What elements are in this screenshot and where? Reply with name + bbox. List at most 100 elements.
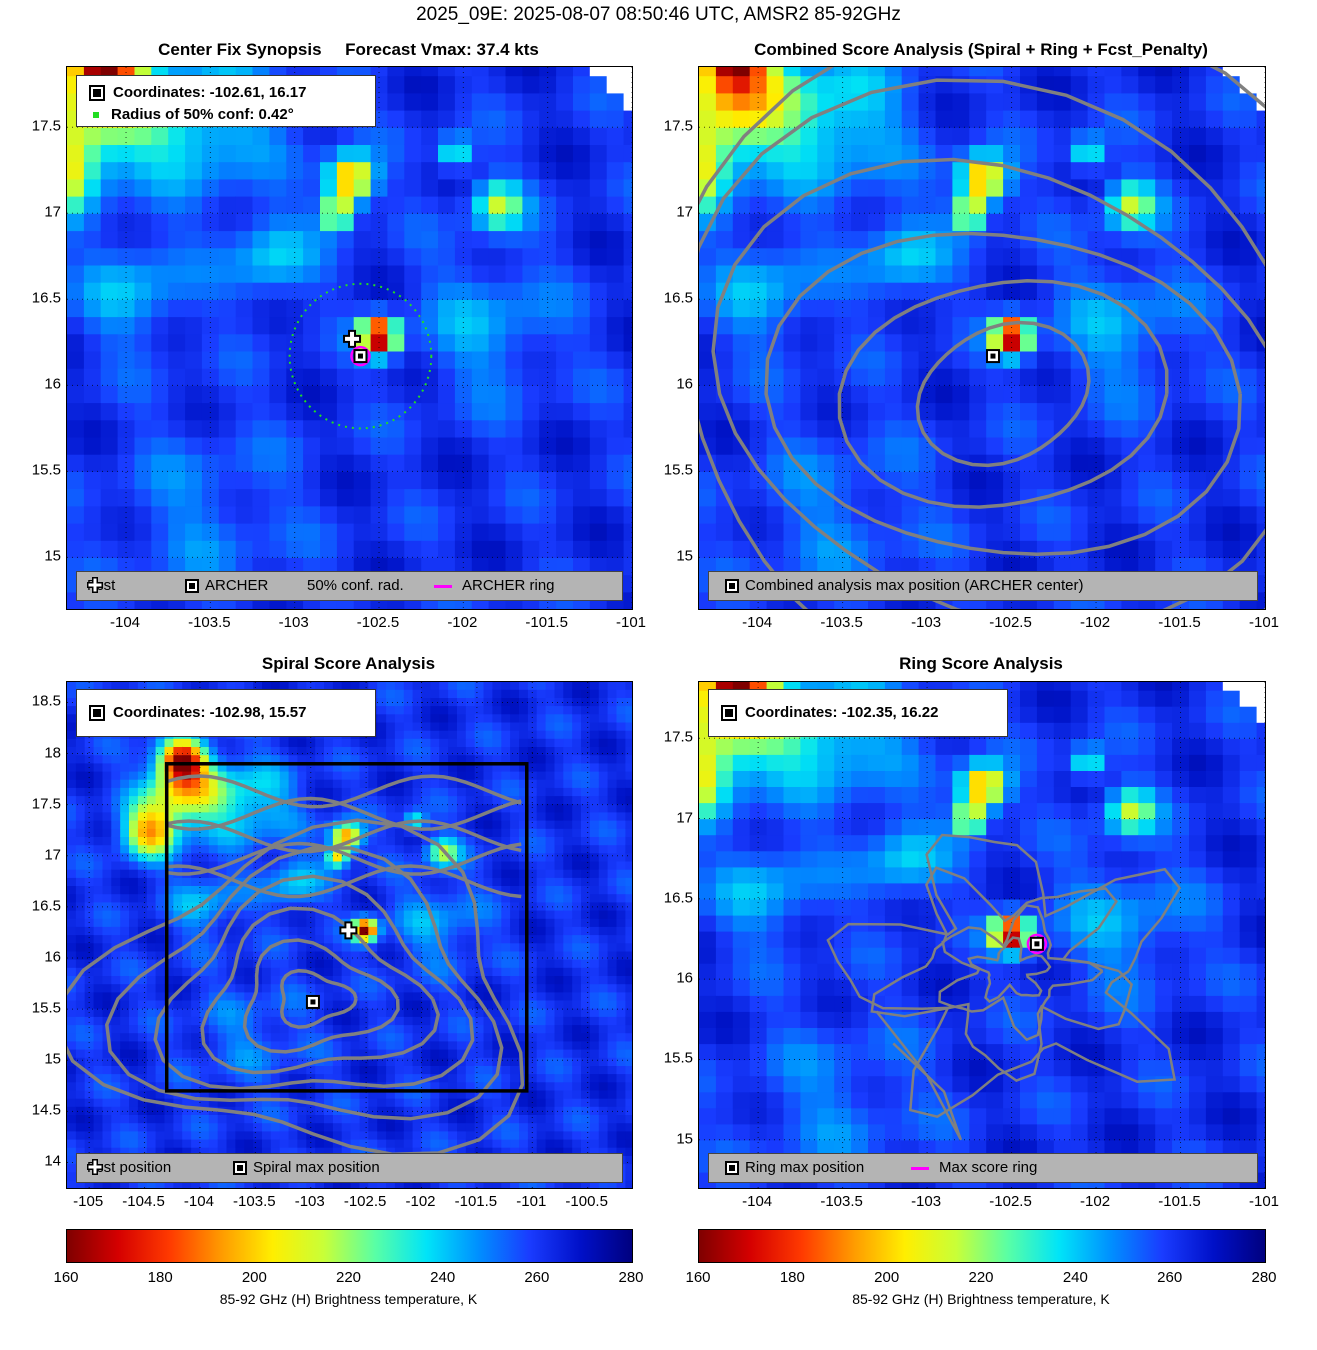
heatmap-cell	[1020, 368, 1038, 386]
heatmap-cell	[226, 910, 236, 919]
heatmap-cell	[146, 885, 157, 895]
heatmap-cell	[430, 1032, 440, 1042]
heatmap-cell	[286, 161, 304, 180]
heatmap-cell	[67, 1073, 77, 1083]
heatmap-cell	[1121, 385, 1139, 404]
heatmap-cell	[403, 950, 414, 960]
heatmap-cell	[1138, 385, 1156, 404]
heatmap-cell	[208, 1024, 219, 1034]
heatmap-cell	[199, 1098, 210, 1107]
heatmap-cell	[199, 1130, 210, 1140]
heatmap-cell	[93, 1008, 104, 1017]
heatmap-cell	[539, 92, 557, 111]
heatmap-cell	[315, 682, 325, 690]
heatmap-cell	[217, 746, 228, 756]
heatmap-cell	[146, 811, 157, 821]
heatmap-cell	[191, 877, 201, 886]
heatmap-cell	[1020, 92, 1038, 111]
heatmap-cell	[448, 836, 458, 846]
heatmap-cell	[252, 333, 270, 352]
heatmap-cell	[834, 264, 852, 283]
heatmap-cell	[1239, 110, 1258, 128]
heatmap-cell	[83, 264, 102, 283]
synopsis-radius: Radius of 50% conf: 0.42°	[111, 106, 294, 123]
heatmap-cell	[137, 1073, 148, 1083]
heatmap-cell	[1222, 471, 1241, 490]
heatmap-cell	[262, 959, 272, 968]
heatmap-cell	[359, 910, 369, 919]
heatmap-cell	[252, 247, 270, 266]
heatmap-cell	[350, 950, 361, 960]
heatmap-cell	[111, 738, 121, 747]
heatmap-cell	[884, 196, 903, 214]
heatmap-cell	[868, 557, 886, 576]
heatmap-cell	[201, 402, 220, 421]
heatmap-cell	[269, 436, 287, 455]
heatmap-cell	[315, 860, 325, 870]
heatmap-cell	[146, 1138, 157, 1148]
heatmap-cell	[185, 299, 203, 318]
heatmap-cell	[522, 92, 540, 111]
heatmap-cell	[454, 402, 473, 421]
heatmap-cell	[120, 787, 130, 797]
heatmap-cell	[353, 505, 372, 524]
heatmap-cell	[270, 1008, 281, 1017]
heatmap-cell	[438, 523, 456, 541]
heatmap-cell	[75, 682, 86, 690]
heatmap-cell	[155, 746, 166, 756]
heatmap-cell	[457, 991, 467, 1001]
heatmap-cells	[699, 67, 1265, 609]
heatmap-cell	[952, 316, 970, 335]
heatmap-cell	[129, 746, 139, 756]
heatmap-cell	[1205, 110, 1224, 128]
heatmap-cell	[120, 967, 130, 976]
heatmap-cell	[935, 75, 953, 94]
heatmap-cell	[270, 926, 281, 936]
heatmap-cell	[715, 230, 734, 249]
heatmap-cell	[320, 471, 338, 490]
heatmap-cell	[1256, 213, 1265, 232]
heatmap-cell	[421, 746, 431, 756]
heatmap-cell	[438, 402, 456, 421]
heatmap-cell	[851, 402, 869, 421]
heatmap-cell	[341, 1016, 352, 1026]
heatmap-cell	[412, 1008, 423, 1017]
heatmap-cell	[191, 910, 201, 919]
heatmap-cell	[253, 828, 263, 837]
heatmap-cell	[244, 828, 254, 837]
heatmap-cell	[270, 1147, 281, 1156]
heatmap-cell	[306, 885, 316, 895]
heatmap-cell	[353, 178, 372, 197]
heatmap-cell	[1172, 299, 1190, 318]
heatmap-cell	[430, 762, 440, 772]
heatmap-cell	[208, 1040, 219, 1050]
heatmap-cell	[182, 852, 192, 862]
heatmap-cell	[336, 505, 355, 524]
heatmap-cell	[201, 230, 220, 249]
heatmap-cell	[430, 1040, 440, 1050]
heatmap-cell	[341, 1081, 352, 1091]
heatmap-cell	[421, 557, 439, 576]
heatmap-cell	[1222, 92, 1241, 111]
heatmap-cell	[573, 540, 591, 558]
heatmap-cell	[262, 795, 272, 805]
heatmap-cell	[573, 505, 591, 524]
heatmap-cell	[182, 1016, 192, 1026]
heatmap-cell	[573, 282, 591, 300]
heatmap-cell	[332, 787, 343, 797]
heatmap-cell	[412, 1130, 423, 1140]
heatmap-cell	[235, 1147, 245, 1156]
heatmap-cell	[341, 1179, 352, 1188]
heatmap-cell	[1070, 488, 1089, 507]
heatmap-cell	[208, 942, 219, 952]
heatmap-cell	[935, 436, 953, 455]
heatmap-cell	[368, 967, 378, 976]
heatmap-cell	[244, 746, 254, 756]
heatmap-cell	[488, 471, 507, 490]
heatmap-cell	[350, 1089, 361, 1099]
heatmap-cell	[182, 926, 192, 936]
heatmap-cell	[173, 910, 183, 919]
heatmap-cell	[244, 1073, 254, 1083]
heatmap-cell	[84, 1114, 95, 1124]
heatmap-cell	[454, 419, 473, 438]
